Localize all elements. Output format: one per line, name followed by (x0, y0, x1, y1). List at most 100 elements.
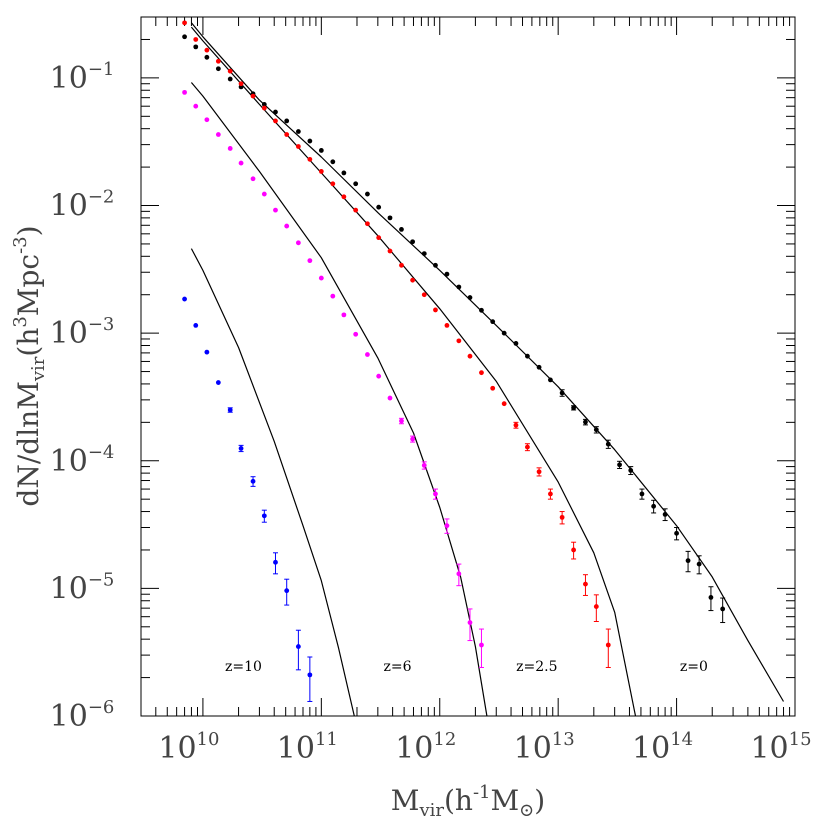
data-point-series-3 (273, 559, 278, 565)
y-tick-label: 10−3 (50, 314, 115, 351)
model-curves (190, 22, 785, 717)
data-point-series-2 (330, 293, 336, 299)
data-point-series-1 (318, 169, 324, 174)
redshift-annotations: z=10 z=6 z=2.5 z=0 (225, 659, 708, 675)
data-point-series-1 (467, 353, 473, 359)
data-point-series-2 (376, 373, 382, 379)
data-point-series-0 (318, 148, 324, 153)
data-point-series-0 (467, 295, 473, 300)
data-point-series-0 (261, 101, 267, 107)
data-point-series-0 (720, 606, 726, 612)
data-point-series-0 (365, 191, 370, 197)
x-tick-label: 1015 (750, 729, 811, 766)
data-point-series-2 (444, 523, 450, 529)
data-point-series-3 (250, 478, 256, 484)
data-point-series-2 (353, 331, 359, 337)
data-point-series-3 (295, 644, 301, 649)
data-point-series-0 (708, 594, 714, 600)
data-point-series-3 (193, 322, 199, 328)
data-point-series-1 (444, 322, 450, 328)
data-point-series-0 (536, 364, 542, 370)
data-point-series-2 (399, 418, 404, 424)
redshift-label: z=0 (680, 659, 708, 675)
x-tick-label: 1013 (514, 729, 575, 766)
data-point-series-0 (674, 530, 679, 536)
data-point-series-2 (193, 103, 199, 109)
data-point-series-1 (387, 248, 393, 254)
data-point-series-0 (662, 511, 668, 517)
data-point-series-1 (433, 307, 438, 313)
data-point-series-2 (467, 620, 473, 625)
plot-area (140, 16, 796, 717)
data-point-series-1 (376, 235, 382, 241)
data-point-series-0 (376, 204, 382, 210)
data-point-series-0 (227, 76, 233, 82)
data-point-series-1 (341, 194, 347, 200)
data-point-series-0 (628, 468, 634, 473)
y-tick-label: 10−1 (50, 59, 115, 96)
data-point-series-0 (273, 109, 278, 115)
data-point-series-1 (501, 401, 507, 407)
data-point-series-0 (559, 390, 565, 396)
data-point-series-1 (250, 93, 256, 99)
data-point-series-0 (571, 405, 577, 411)
y-axis-label: dN/dlnMvir(h3Mpc-3) (10, 225, 49, 506)
y-tick-label: 10−4 (50, 442, 115, 479)
data-point-series-0 (605, 441, 611, 447)
x-tick-label: 1014 (632, 729, 693, 766)
data-point-series-1 (204, 47, 210, 53)
data-point-series-2 (284, 223, 290, 229)
data-point-series-0 (353, 181, 359, 187)
data-point-series-0 (410, 239, 416, 245)
data-point-series-1 (307, 156, 313, 162)
data-point-series-1 (583, 581, 588, 587)
data-point-series-1 (548, 491, 553, 497)
data-point-series-1 (536, 469, 542, 475)
data-point-series-1 (593, 604, 599, 609)
data-point-series-1 (525, 444, 530, 450)
data-point-series-0 (341, 170, 347, 176)
data-point-series-1 (490, 385, 496, 391)
data-point-series-1 (284, 132, 290, 137)
model-curve-2 (190, 82, 488, 717)
data-point-series-2 (307, 258, 313, 264)
data-point-series-1 (479, 370, 484, 376)
data-point-series-3 (261, 513, 267, 519)
y-tick-label: 10−5 (50, 569, 115, 606)
data-point-series-2 (273, 207, 278, 213)
data-point-series-0 (330, 159, 336, 165)
data-point-series-0 (525, 353, 530, 359)
y-tick-label: 10−2 (50, 187, 115, 224)
model-curve-1 (190, 26, 637, 717)
data-point-series-0 (651, 503, 657, 509)
data-point-series-0 (513, 341, 519, 346)
data-point-series-0 (444, 271, 450, 277)
data-point-series-0 (193, 44, 199, 50)
x-tick-label: 1011 (277, 729, 338, 766)
x-tick-labels: 1010 1011 1012 1013 1014 1015 (158, 729, 811, 766)
model-curve-0 (190, 22, 785, 702)
data-point-series-1 (273, 118, 278, 124)
data-point-series-0 (456, 284, 462, 290)
data-point-series-2 (261, 191, 267, 197)
x-axis-label: Mvir(h-1M⊙) (391, 782, 545, 821)
data-point-series-2 (227, 146, 233, 151)
data-point-series-1 (513, 422, 519, 428)
data-point-series-3 (227, 407, 233, 413)
data-point-series-1 (353, 207, 359, 213)
data-point-series-2 (182, 89, 187, 95)
x-tick-label: 1010 (158, 729, 219, 766)
data-point-series-1 (330, 181, 336, 187)
data-point-series-0 (399, 226, 404, 232)
data-point-series-0 (583, 419, 588, 425)
data-point-series-3 (284, 588, 290, 594)
data-point-series-3 (307, 672, 313, 678)
data-point-series-0 (593, 427, 599, 433)
data-point-series-1 (261, 105, 267, 111)
data-point-series-0 (617, 462, 622, 468)
data-point-series-2 (215, 132, 221, 137)
data-point-series-1 (421, 292, 427, 298)
data-point-series-2 (387, 395, 393, 401)
data-point-series-1 (295, 144, 301, 149)
